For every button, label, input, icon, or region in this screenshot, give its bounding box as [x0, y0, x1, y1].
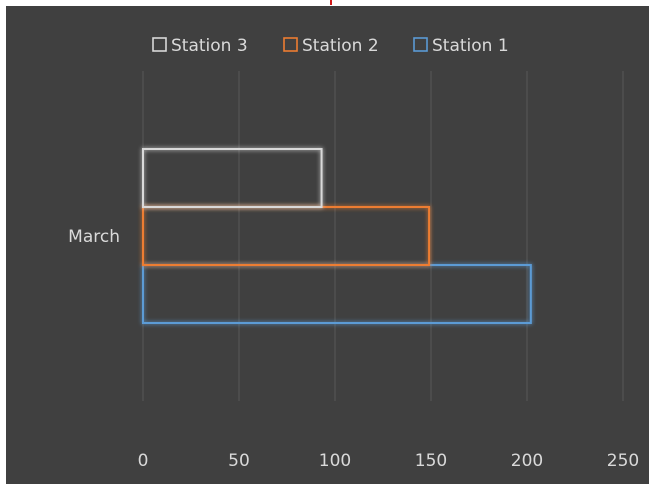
x-tick-label-250: 250: [607, 451, 639, 471]
clipped-title-fragment: [330, 0, 332, 5]
x-tick-label-150: 150: [415, 451, 447, 471]
category-label-march: March: [68, 227, 120, 247]
bar-station-1-march: [142, 264, 532, 324]
legend-label-station-1: Station 1: [432, 36, 509, 56]
legend-label-station-3: Station 3: [171, 36, 248, 56]
top-white-strip: [0, 0, 649, 6]
legend-label-station-2: Station 2: [302, 36, 379, 56]
x-tick-label-50: 50: [228, 451, 250, 471]
x-tick-label-0: 0: [138, 451, 149, 471]
legend: Station 3 Station 2 Station 1: [152, 36, 509, 56]
x-axis-tick-labels: 0 50 100 150 200 250: [138, 451, 640, 471]
x-tick-label-100: 100: [319, 451, 351, 471]
bars: [142, 148, 532, 324]
chart-area: 0 50 100 150 200 250 March Station 3 Station 2…: [6, 6, 649, 484]
bar-station-2-march: [142, 206, 431, 266]
y-axis-category-labels: March: [68, 227, 120, 247]
legend-marker-station-2: [283, 37, 298, 52]
bar-station-3-march: [142, 148, 323, 208]
legend-marker-station-3: [152, 37, 167, 52]
legend-marker-station-1: [413, 37, 428, 52]
bar-chart: 0 50 100 150 200 250 March Station 3 Station 2…: [68, 36, 640, 471]
gridlines: [142, 71, 624, 401]
x-tick-label-200: 200: [511, 451, 543, 471]
